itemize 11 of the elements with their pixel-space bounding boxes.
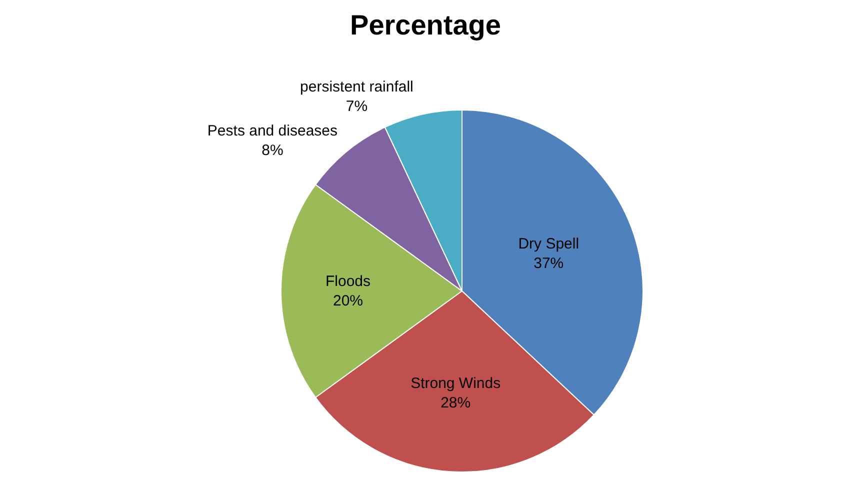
data-label: 37% — [534, 254, 564, 272]
slice-label: Pests and diseases — [207, 122, 338, 140]
data-label: 20% — [332, 292, 364, 310]
slice-label: Dry Spell — [518, 235, 580, 252]
slice-label: persistent rainfall — [300, 78, 414, 96]
data-label: 28% — [440, 394, 471, 412]
chart-title: Percentage — [350, 10, 501, 41]
data-label: 7% — [346, 98, 368, 116]
slice-label: Strong Winds — [410, 374, 501, 392]
data-label: 8% — [262, 142, 284, 159]
slice-label: Floods — [325, 272, 371, 290]
